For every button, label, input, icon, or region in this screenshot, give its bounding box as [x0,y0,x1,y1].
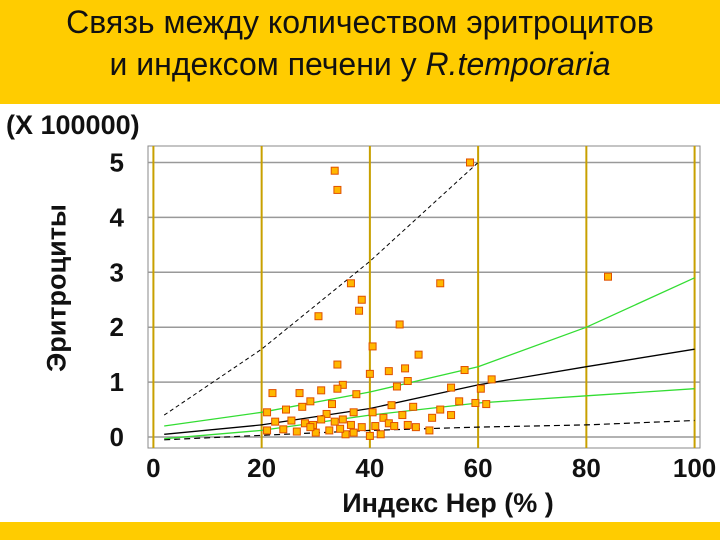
data-point [279,425,288,434]
data-point [341,430,350,439]
data-point [333,185,342,194]
data-point [338,415,347,424]
x-tick-label: 100 [673,453,716,483]
data-point [395,320,404,329]
data-point [365,431,374,440]
y-tick-label: 3 [110,257,124,287]
data-point [365,369,374,378]
data-point [263,426,272,435]
data-point [436,405,445,414]
data-point [282,405,290,414]
y-tick-label: 2 [110,312,124,342]
chart-title-line1: Связь между количеством эритроцитов [66,4,654,40]
data-point [317,415,326,424]
data-point [328,400,336,409]
x-tick-label: 0 [146,453,160,483]
data-point [346,420,355,429]
data-point [352,390,361,399]
data-point [471,398,480,407]
upper-confidence-line [164,277,695,427]
lower-prediction-line [164,419,695,441]
x-tick-label: 20 [247,453,276,483]
data-point [436,279,445,288]
data-point [447,383,456,392]
data-point [330,166,339,175]
y-tick-label: 4 [110,202,125,232]
data-point [287,416,296,425]
data-point [390,422,399,431]
y-scale-label: (X 100000) [6,110,140,140]
data-point [482,400,491,409]
data-point [336,424,345,433]
data-point [298,402,307,411]
data-point [466,158,474,167]
data-point [355,306,364,315]
data-point [401,364,410,373]
y-tick-label: 0 [110,422,124,452]
data-point [428,413,437,422]
lower-confidence-line [164,388,695,440]
y-tick-label: 5 [110,147,124,177]
x-tick-label: 80 [572,453,601,483]
data-point [292,427,301,436]
data-point [317,386,326,395]
data-point [455,397,464,406]
data-point [346,279,355,288]
data-point [411,423,420,432]
data-point [268,389,277,398]
data-point [368,408,377,417]
data-point [263,408,272,417]
data-point [403,420,412,429]
data-point [398,411,407,420]
plot-area [147,145,701,449]
data-point [333,360,342,369]
data-point [357,295,366,304]
bottom-band [0,522,720,540]
data-point [349,428,358,437]
x-tick-label: 60 [464,453,493,483]
chart-title-prefix: и индексом печени у [109,46,426,82]
data-point [349,408,358,417]
data-point [403,377,412,386]
data-point [306,423,315,432]
data-point [379,413,388,422]
data-point [295,389,304,398]
data-point [376,430,385,439]
data-point [409,402,418,411]
y-tick-label: 1 [110,367,124,397]
x-tick-label: 40 [355,453,384,483]
data-point [357,423,366,432]
x-axis-label: Индекс Нер (% ) [342,488,554,518]
data-point [425,426,434,435]
data-point [311,428,320,437]
data-point [447,411,456,420]
data-point [384,367,393,376]
data-point [314,312,323,321]
upper-prediction-line [163,162,479,416]
data-point [325,426,334,435]
data-point [387,401,396,410]
data-point [604,272,612,281]
title-band [0,0,720,104]
data-point [306,397,315,406]
data-point [322,409,331,418]
data-point [271,417,280,426]
data-point [330,417,339,426]
data-point [460,366,469,375]
data-point [392,382,401,391]
data-point [476,384,485,393]
chart-title-line2: и индексом печени у R.temporaria [0,46,720,83]
fit-line [164,348,695,435]
data-point [414,350,423,359]
data-point [333,384,342,393]
data-point [487,375,496,384]
data-point [371,422,380,431]
chart-title-species: R.temporaria [425,46,611,82]
data-point [368,342,377,351]
